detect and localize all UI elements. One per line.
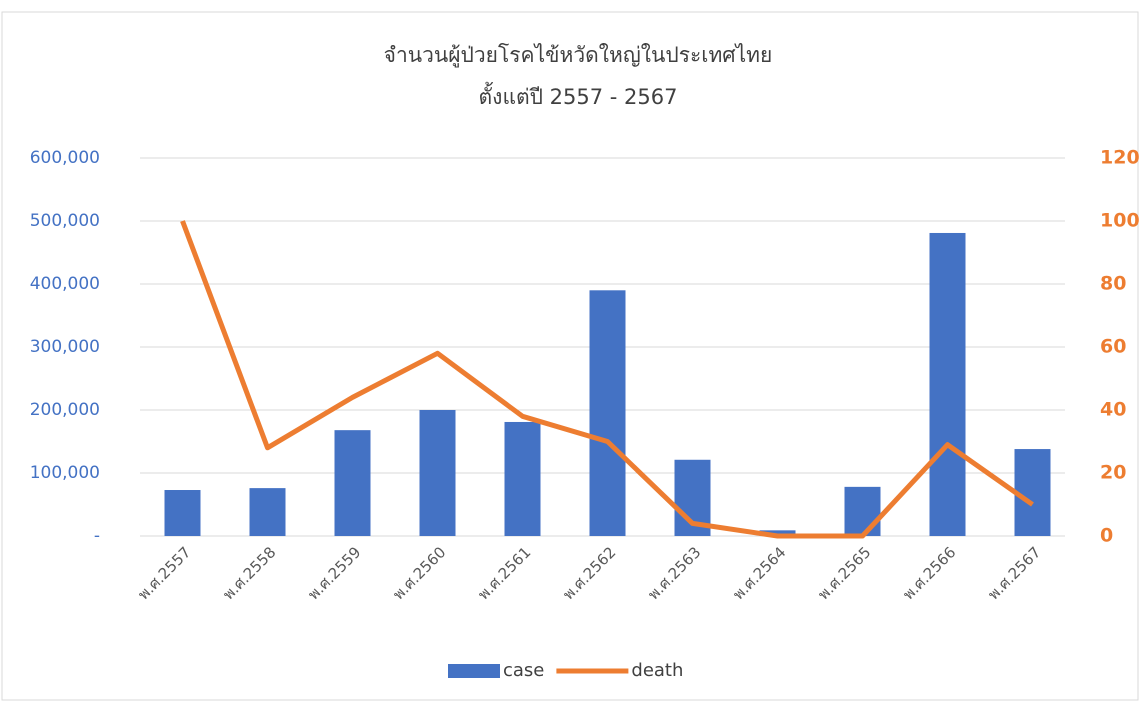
y2-tick-label: 80 <box>1100 273 1126 295</box>
legend-label: death <box>631 660 683 681</box>
y-tick-label: 300,000 <box>30 337 100 357</box>
bar <box>929 232 966 536</box>
y-tick-label: - <box>94 526 100 546</box>
bar <box>844 486 881 536</box>
bar <box>589 290 626 536</box>
legend-swatch <box>448 664 500 678</box>
bar <box>249 488 286 536</box>
bar <box>1014 449 1051 536</box>
y2-tick-label: 100 <box>1100 210 1140 232</box>
bar <box>419 410 456 536</box>
y2-tick-label: 40 <box>1100 399 1126 421</box>
y2-tick-label: 20 <box>1100 462 1126 484</box>
y-tick-label: 100,000 <box>30 463 100 483</box>
bar <box>504 421 541 536</box>
y-tick-label: 200,000 <box>30 400 100 420</box>
bar <box>759 530 796 536</box>
y-tick-label: 400,000 <box>30 274 100 294</box>
y-tick-label: 500,000 <box>30 211 100 231</box>
bar <box>164 490 201 536</box>
y2-tick-label: 60 <box>1100 336 1126 358</box>
legend-label: case <box>503 660 544 681</box>
y2-tick-label: 120 <box>1100 147 1140 169</box>
chart-subtitle: ตั้งแต่ปี 2557 - 2567 <box>479 82 678 109</box>
y-tick-label: 600,000 <box>30 148 100 168</box>
y2-tick-label: 0 <box>1100 525 1113 547</box>
chart-title: จำนวนผู้ป่วยโรคไข้หวัดใหญ่ในประเทศไทย <box>384 43 773 68</box>
line <box>180 220 1034 539</box>
bar <box>334 430 371 536</box>
